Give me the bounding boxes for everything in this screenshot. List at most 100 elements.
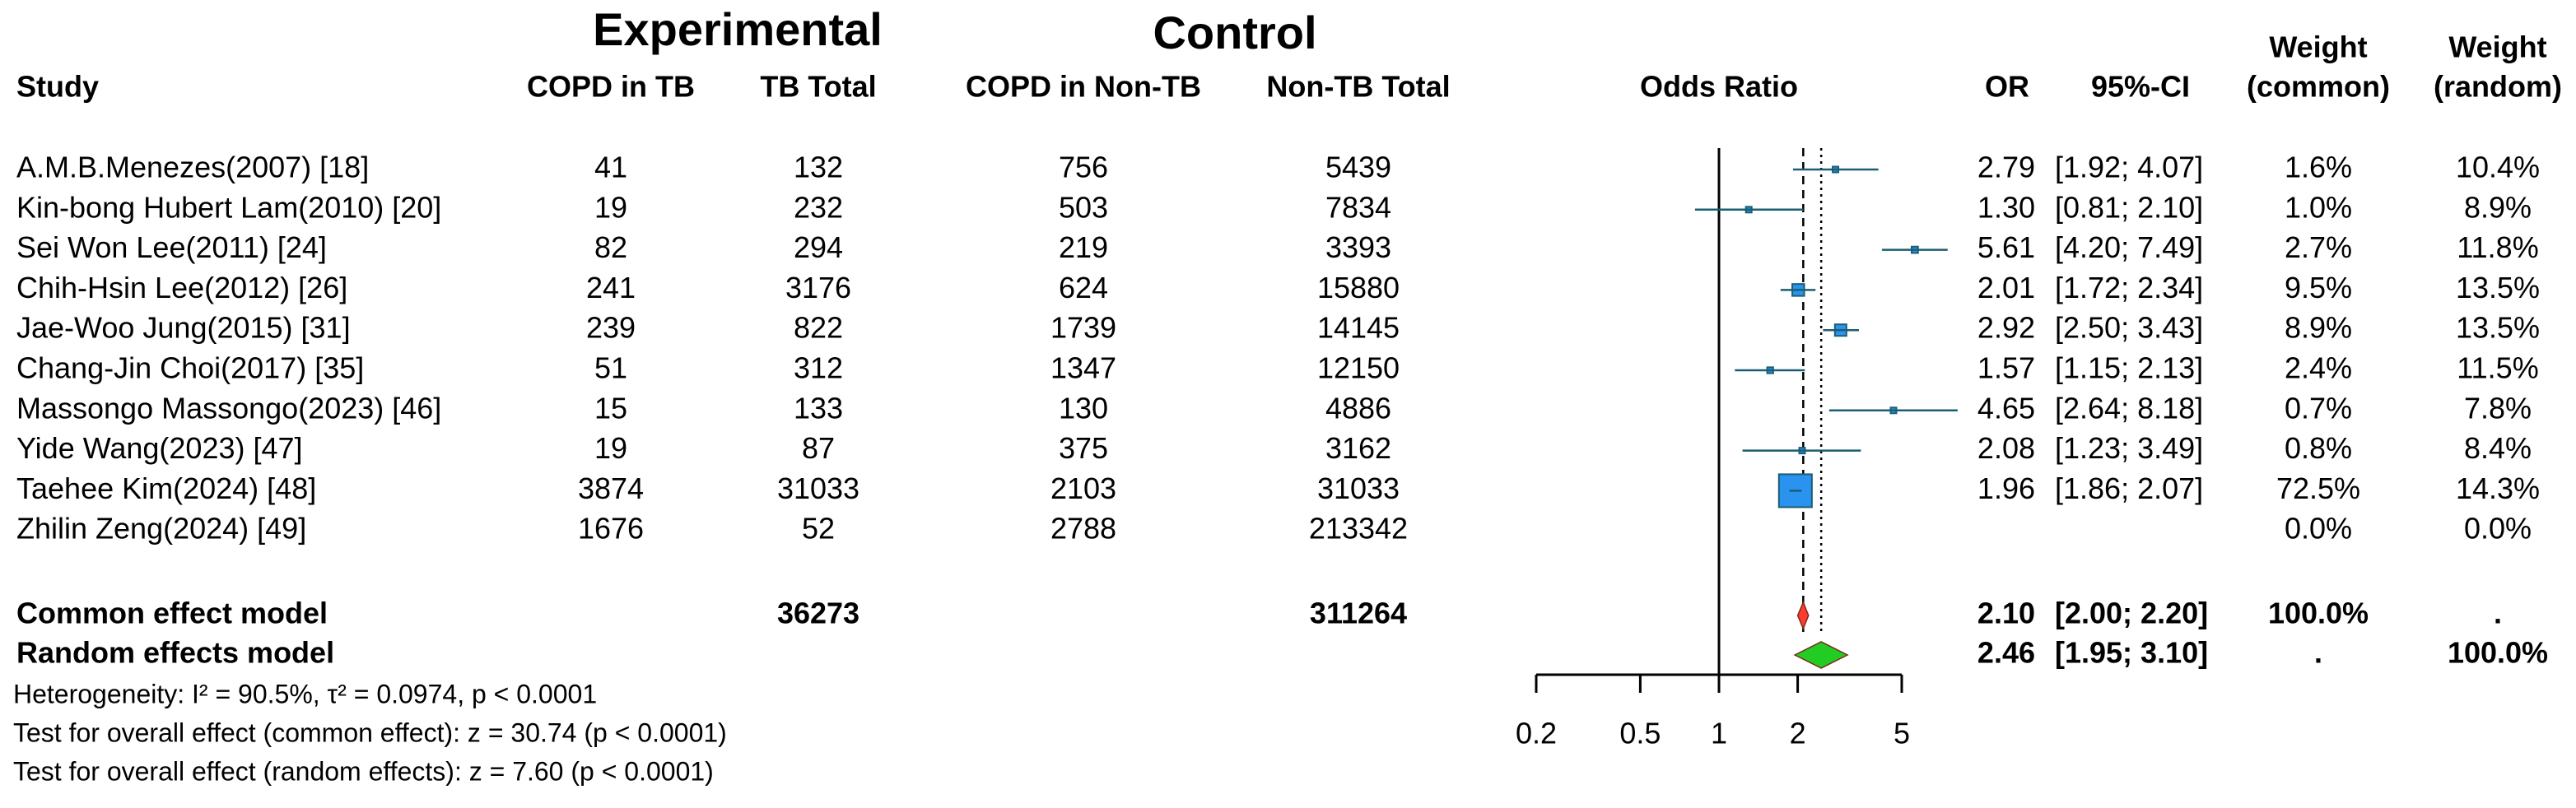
cell: 312	[794, 351, 843, 385]
cell: 1676	[578, 512, 644, 546]
column-header: 95%-CI	[2091, 70, 2190, 104]
cell: 51	[594, 351, 627, 385]
cell: 132	[794, 151, 843, 184]
or-label: 2.01	[1977, 271, 2035, 304]
cell: 19	[594, 190, 627, 224]
cell: 36273	[777, 597, 859, 630]
weight-label: .	[2314, 636, 2322, 670]
cell: 41	[594, 151, 627, 184]
ci-label: [1.92; 4.07]	[2055, 151, 2203, 184]
cell: 219	[1059, 230, 1108, 264]
x-tick-label: 0.2	[1516, 717, 1557, 750]
weight-label: 0.0%	[2464, 512, 2532, 546]
cell: 294	[794, 230, 843, 264]
cell: 15880	[1317, 271, 1400, 304]
cell: 31033	[1317, 471, 1400, 505]
cell: 7834	[1325, 190, 1391, 224]
cell: 241	[586, 271, 636, 304]
weight-label: 9.5%	[2285, 271, 2352, 304]
cell: 2788	[1050, 512, 1116, 546]
cell: 1739	[1050, 311, 1116, 345]
x-tick-label: 5	[1894, 717, 1910, 750]
weight-label: 11.5%	[2457, 351, 2538, 385]
cell: 375	[1059, 431, 1108, 465]
weight-label: 0.7%	[2285, 391, 2352, 425]
ci-label: [1.23; 3.49]	[2055, 431, 2203, 465]
cell: 14145	[1317, 311, 1400, 345]
column-header: Study	[16, 70, 99, 104]
cell: 3162	[1325, 431, 1391, 465]
ci-label: [0.81; 2.10]	[2055, 190, 2203, 224]
study-name: A.M.B.Menezes(2007) [18]	[16, 151, 369, 184]
summary-diamond	[1793, 641, 1849, 669]
ci-label: [1.86; 2.07]	[2055, 471, 2203, 505]
cell: 624	[1059, 271, 1108, 304]
or-label: 2.79	[1977, 151, 2035, 184]
cell: 12150	[1317, 351, 1400, 385]
x-tick-label: 1	[1711, 717, 1727, 750]
cell: 82	[594, 230, 627, 264]
cell: 19	[594, 431, 627, 465]
cell: 213342	[1309, 512, 1408, 546]
or-label: 2.46	[1977, 636, 2035, 670]
cell: 1347	[1050, 351, 1116, 385]
ci-label: [4.20; 7.49]	[2055, 230, 2203, 264]
cell: 503	[1059, 190, 1108, 224]
ci-label: [2.64; 8.18]	[2055, 391, 2203, 425]
ci-label: [2.50; 3.43]	[2055, 311, 2203, 345]
weight-label: 7.8%	[2464, 391, 2532, 425]
group-header: Experimental	[593, 3, 883, 55]
weight-label: 72.5%	[2276, 471, 2360, 505]
or-label: 2.08	[1977, 431, 2035, 465]
cell: 133	[794, 391, 843, 425]
weight-label: 8.4%	[2464, 431, 2532, 465]
cell: 52	[802, 512, 835, 546]
weight-label: 14.3%	[2456, 471, 2540, 505]
cell: 87	[802, 431, 835, 465]
study-name: Yide Wang(2023) [47]	[16, 431, 303, 465]
weight-label: .	[2494, 597, 2502, 630]
weight-label: 13.5%	[2456, 311, 2540, 345]
x-tick-label: 0.5	[1619, 717, 1661, 750]
cell: 2103	[1050, 471, 1116, 505]
study-name: Chang-Jin Choi(2017) [35]	[16, 351, 364, 385]
study-name: Chih-Hsin Lee(2012) [26]	[16, 271, 347, 304]
or-label: 1.96	[1977, 471, 2035, 505]
column-header: (common)	[2247, 70, 2390, 104]
footnote: Heterogeneity: I² = 90.5%, τ² = 0.0974, …	[13, 679, 597, 708]
footnote: Test for overall effect (common effect):…	[13, 717, 727, 747]
cell: 3874	[578, 471, 644, 505]
or-label: 1.30	[1977, 190, 2035, 224]
cell: 756	[1059, 151, 1108, 184]
column-header: Weight	[2448, 30, 2546, 64]
study-name: Zhilin Zeng(2024) [49]	[16, 512, 306, 546]
ci-label: [1.95; 3.10]	[2055, 636, 2208, 670]
column-header: COPD in TB	[527, 70, 695, 104]
ci-label: [1.72; 2.34]	[2055, 271, 2203, 304]
or-label: 1.57	[1977, 351, 2035, 385]
cell: 3176	[785, 271, 851, 304]
cell: 822	[794, 311, 843, 345]
cell: 130	[1059, 391, 1108, 425]
weight-label: 0.0%	[2285, 512, 2352, 546]
weight-label: 13.5%	[2456, 271, 2540, 304]
cell: 15	[594, 391, 627, 425]
column-header: COPD in Non-TB	[966, 70, 1201, 104]
column-header: OR	[1985, 70, 2029, 104]
weight-label: 10.4%	[2456, 151, 2540, 184]
weight-label: 8.9%	[2464, 190, 2532, 224]
cell: 3393	[1325, 230, 1391, 264]
column-header: TB Total	[760, 70, 876, 104]
cell: 311264	[1310, 597, 1407, 630]
ci-label: [2.00; 2.20]	[2055, 597, 2208, 630]
weight-label: 0.8%	[2285, 431, 2352, 465]
or-label: 2.10	[1977, 597, 2035, 630]
ci-label: [1.15; 2.13]	[2055, 351, 2203, 385]
weight-label: 1.6%	[2285, 151, 2352, 184]
weight-label: 100.0%	[2268, 597, 2369, 630]
column-header: (random)	[2434, 70, 2562, 104]
weight-label: 100.0%	[2448, 636, 2548, 670]
x-tick-label: 2	[1790, 717, 1806, 750]
group-header: Control	[1153, 7, 1316, 58]
